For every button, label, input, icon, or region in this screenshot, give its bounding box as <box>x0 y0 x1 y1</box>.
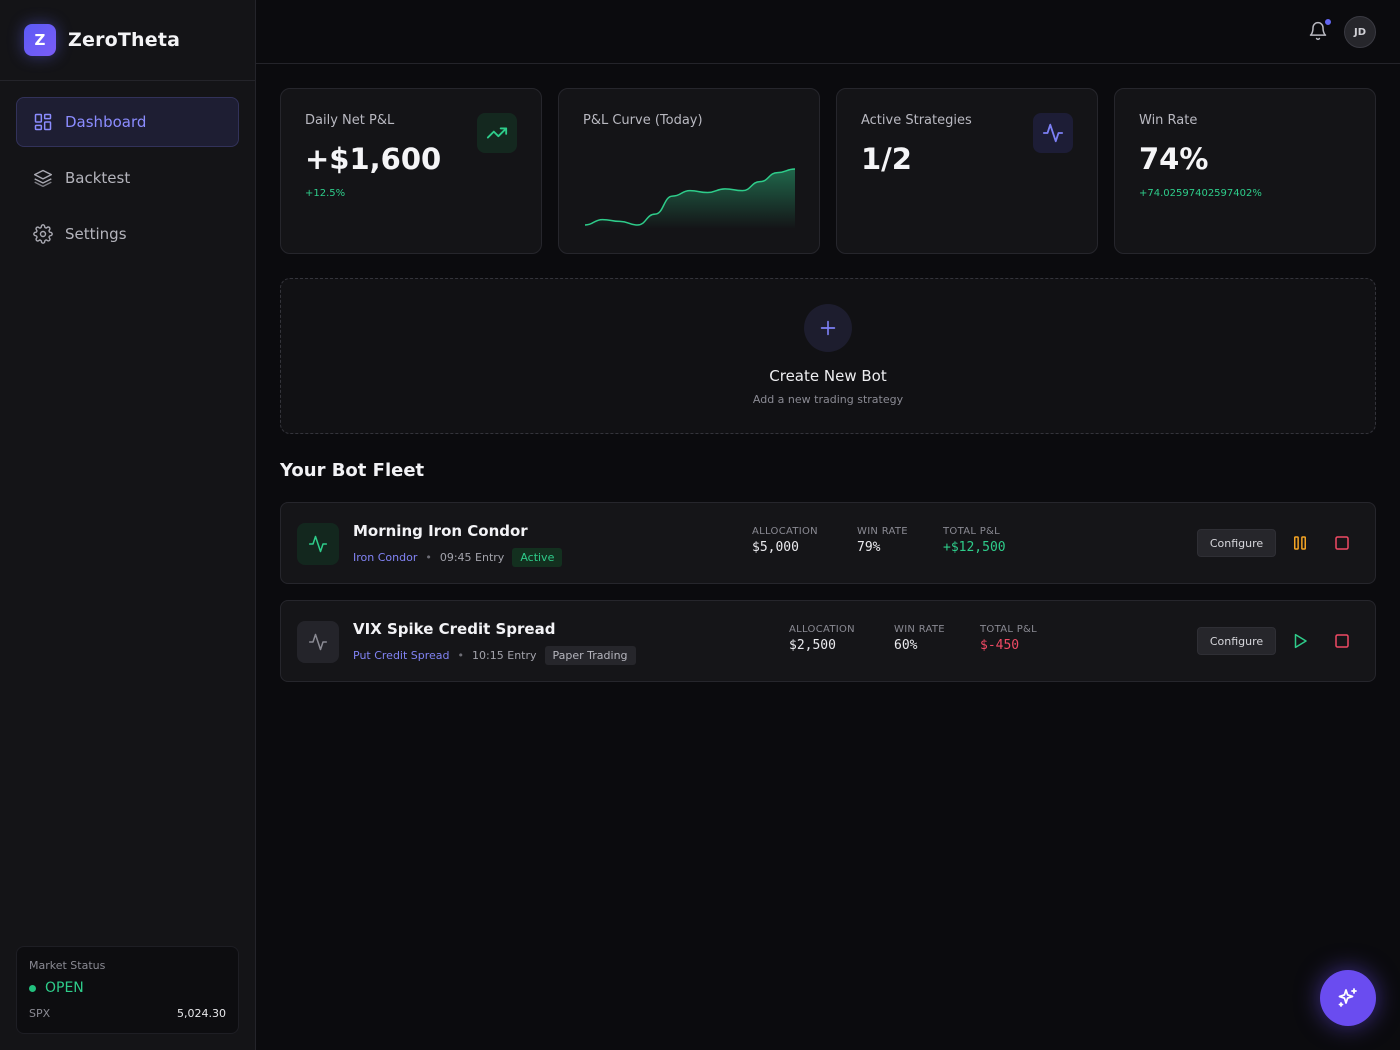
ai-assistant-button[interactable] <box>1320 970 1376 1026</box>
status-badge: Active <box>512 548 563 567</box>
card-title: Win Rate <box>1139 113 1198 128</box>
section-title: Your Bot Fleet <box>280 460 425 481</box>
bot-meta: Put Credit Spread • 10:15 Entry Paper Tr… <box>353 646 636 665</box>
allocation-value: $5,000 <box>752 540 799 555</box>
win-rate-stat: WIN RATE 60% <box>894 624 945 653</box>
active-strategies-value: 1/2 <box>861 142 912 176</box>
win-rate-stat: WIN RATE 79% <box>857 526 908 555</box>
activity-icon <box>297 523 339 565</box>
brand[interactable]: Z ZeroTheta <box>0 0 255 81</box>
separator-dot: • <box>457 649 465 662</box>
stat-label: ALLOCATION <box>789 624 855 635</box>
bot-entry-time: 10:15 Entry <box>472 649 537 662</box>
bot-row[interactable]: Morning Iron Condor Iron Condor • 09:45 … <box>280 502 1376 584</box>
gear-icon <box>33 224 53 244</box>
market-status-panel: Market Status OPEN SPX 5,024.30 <box>16 946 239 1034</box>
play-icon[interactable] <box>1291 632 1309 650</box>
pause-icon[interactable] <box>1291 534 1309 552</box>
layers-icon <box>33 168 53 188</box>
win-rate-value: 79% <box>857 540 881 555</box>
market-symbol: SPX <box>29 1007 51 1020</box>
sidebar-item-label: Settings <box>65 225 127 243</box>
brand-name: ZeroTheta <box>68 29 181 51</box>
separator-dot: • <box>425 551 432 564</box>
bot-entry-time: 09:45 Entry <box>439 551 505 564</box>
total-pnl-value: $-450 <box>980 638 1020 653</box>
pnl-curve-card: P&L Curve (Today) <box>558 88 820 254</box>
trending-up-icon <box>477 113 517 153</box>
stat-label: TOTAL P&L <box>980 624 1038 635</box>
activity-icon <box>297 621 339 663</box>
total-pnl-value: +$12,500 <box>943 540 1006 555</box>
win-rate-card: Win Rate 74% +74.02597402597402% <box>1114 88 1376 254</box>
market-status-value: OPEN <box>45 980 84 996</box>
bot-row[interactable]: VIX Spike Credit Spread Put Credit Sprea… <box>280 600 1376 682</box>
bot-strategy: Iron Condor <box>353 551 418 564</box>
sidebar-item-backtest[interactable]: Backtest <box>16 153 239 203</box>
market-index-row: SPX 5,024.30 <box>29 1007 226 1020</box>
dashboard-icon <box>33 112 53 132</box>
active-strategies-card: Active Strategies 1/2 <box>836 88 1098 254</box>
sidebar-item-label: Backtest <box>65 169 131 187</box>
sparkline-area <box>585 169 795 229</box>
card-title: Daily Net P&L <box>305 113 395 128</box>
stop-icon[interactable] <box>1333 632 1351 650</box>
create-new-bot-button[interactable]: Create New Bot Add a new trading strateg… <box>280 278 1376 434</box>
bot-strategy: Put Credit Spread <box>353 649 450 662</box>
daily-pnl-value: +$1,600 <box>305 142 442 176</box>
sidebar-item-settings[interactable]: Settings <box>16 209 239 259</box>
sidebar: Z ZeroTheta Dashboard Backtest Settings … <box>0 0 256 1050</box>
configure-button[interactable]: Configure <box>1197 627 1276 655</box>
allocation-stat: ALLOCATION $5,000 <box>752 526 818 555</box>
card-title: P&L Curve (Today) <box>583 113 703 128</box>
win-rate-change: +74.02597402597402% <box>1139 188 1262 199</box>
sidebar-item-label: Dashboard <box>65 113 147 131</box>
allocation-stat: ALLOCATION $2,500 <box>789 624 855 653</box>
stat-label: TOTAL P&L <box>943 526 1001 537</box>
bot-name: VIX Spike Credit Spread <box>353 620 556 638</box>
stat-label: ALLOCATION <box>752 526 818 537</box>
stop-icon[interactable] <box>1333 534 1351 552</box>
bot-meta: Iron Condor • 09:45 Entry Active <box>353 548 563 567</box>
win-rate-value: 60% <box>894 638 918 653</box>
plus-icon <box>804 304 852 352</box>
sparkles-icon <box>1338 988 1357 1007</box>
sparkline-line <box>585 168 795 226</box>
stat-label: WIN RATE <box>894 624 945 635</box>
daily-pnl-card: Daily Net P&L +$1,600 +12.5% <box>280 88 542 254</box>
activity-icon <box>1033 113 1073 153</box>
allocation-value: $2,500 <box>789 638 836 653</box>
sidebar-nav: Dashboard Backtest Settings <box>0 81 255 281</box>
avatar[interactable]: JD <box>1344 16 1376 48</box>
bot-name: Morning Iron Condor <box>353 522 528 540</box>
sidebar-item-dashboard[interactable]: Dashboard <box>16 97 239 147</box>
bell-icon[interactable] <box>1308 21 1328 41</box>
daily-pnl-change: +12.5% <box>305 188 346 199</box>
total-pnl-stat: TOTAL P&L +$12,500 <box>943 526 1006 555</box>
card-title: Active Strategies <box>861 113 972 128</box>
notification-dot <box>1324 18 1332 26</box>
win-rate-value: 74% <box>1139 142 1209 176</box>
top-header: JD <box>256 0 1400 64</box>
configure-button[interactable]: Configure <box>1197 529 1276 557</box>
market-status-indicator: OPEN <box>29 980 226 996</box>
create-bot-title: Create New Bot <box>769 367 887 385</box>
stat-label: WIN RATE <box>857 526 908 537</box>
status-badge: Paper Trading <box>544 646 636 665</box>
status-dot <box>29 984 36 992</box>
brand-logo: Z <box>24 24 56 56</box>
market-status-label: Market Status <box>29 959 106 972</box>
create-bot-subtitle: Add a new trading strategy <box>752 393 904 406</box>
market-price: 5,024.30 <box>177 1007 226 1020</box>
pnl-sparkline <box>585 168 795 229</box>
total-pnl-stat: TOTAL P&L $-450 <box>980 624 1037 653</box>
